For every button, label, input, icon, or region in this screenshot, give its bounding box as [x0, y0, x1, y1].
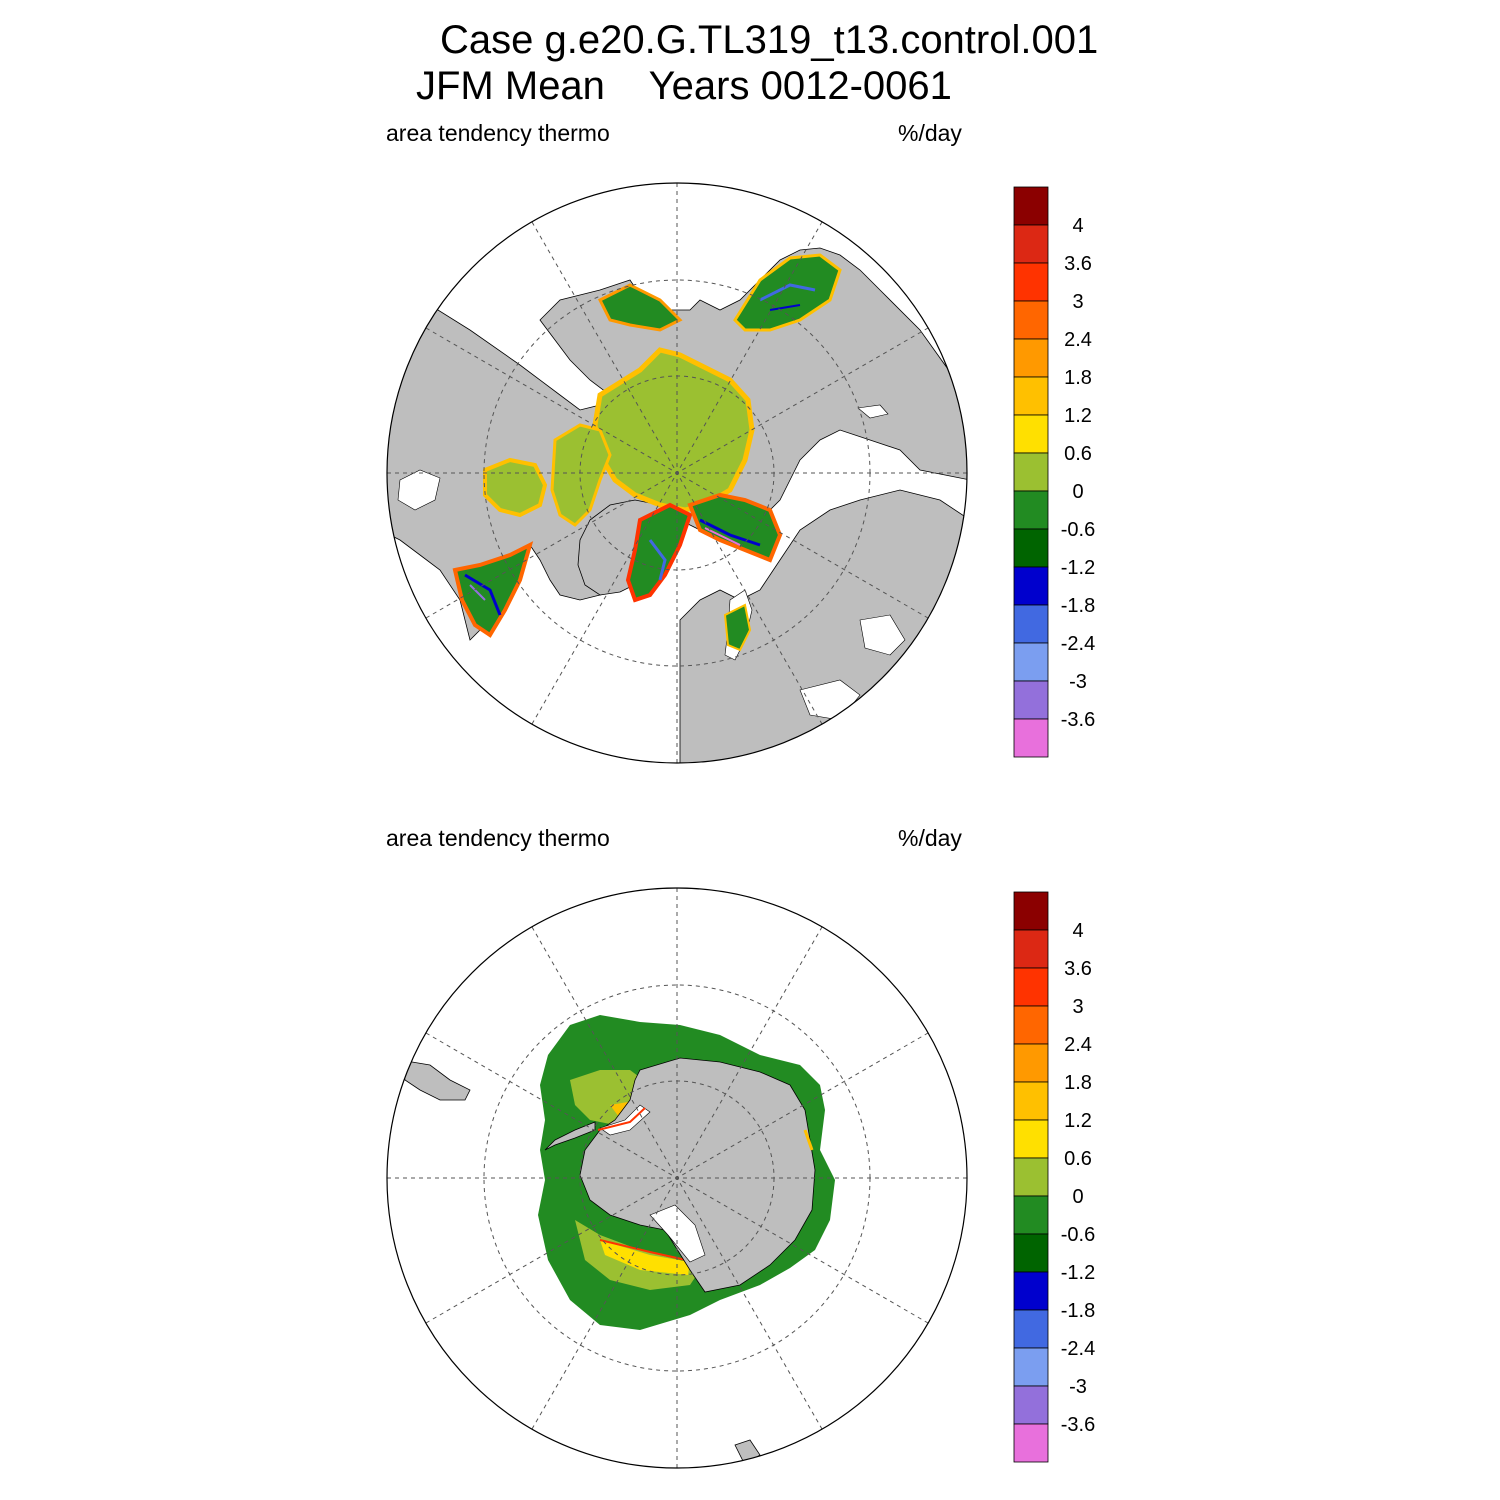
- south-colorbar-box: [1013, 1385, 1049, 1425]
- north-graticule: [387, 183, 967, 763]
- north-colorbar-box: [1013, 414, 1049, 454]
- north-colorbar-box: [1013, 566, 1049, 606]
- south-colorbar-label: -2.4: [1061, 1338, 1095, 1360]
- south-colorbar-box: [1013, 1309, 1049, 1349]
- north-colorbar-box: [1013, 262, 1049, 302]
- south-colorbar-box: [1013, 929, 1049, 969]
- south-colorbar-label: 1.2: [1064, 1110, 1092, 1132]
- south-colorbar-label: 3: [1072, 996, 1083, 1018]
- north-colorbar-label: -3: [1069, 671, 1087, 693]
- south-colorbar-box: [1013, 967, 1049, 1007]
- north-colorbar-label: -1.8: [1061, 595, 1095, 617]
- south-colorbar-label: 1.8: [1064, 1072, 1092, 1094]
- south-colorbar-box: [1013, 1157, 1049, 1197]
- south-colorbar-label: -1.8: [1061, 1300, 1095, 1322]
- north-map-frame: [386, 182, 968, 764]
- north-colorbar-box: [1013, 490, 1049, 530]
- north-ice-hudson: [483, 457, 548, 518]
- north-colorbar-label: -0.6: [1061, 519, 1095, 541]
- south-colorbar-label: -3: [1069, 1376, 1087, 1398]
- north-colorbar-label: -1.2: [1061, 557, 1095, 579]
- south-colorbar-label: 3.6: [1064, 958, 1092, 980]
- north-colorbar-box: [1013, 224, 1049, 264]
- south-land-south-america: [399, 1059, 471, 1101]
- south-units-label: %/day: [898, 825, 962, 851]
- season-label: JFM Mean: [416, 64, 605, 108]
- figure-title-period: JFM Mean Years 0012-0061: [416, 64, 952, 109]
- south-colorbar-box: [1013, 1271, 1049, 1311]
- north-colorbar-box: [1013, 186, 1049, 226]
- south-colorbar-box: [1013, 1233, 1049, 1273]
- north-colorbar: 4 3.6 3 2.4 1.8 1.2 0.6 0 -0.6 -1.2 -1.8 -2.4 -3 -3.6: [1013, 186, 1095, 758]
- south-colorbar-label: 0.6: [1064, 1148, 1092, 1170]
- south-colorbar-label: -1.2: [1061, 1262, 1095, 1284]
- south-colorbar-box: [1013, 891, 1049, 931]
- north-colorbar-label: -3.6: [1061, 709, 1095, 731]
- south-colorbar-label: -0.6: [1061, 1224, 1095, 1246]
- south-colorbar-box: [1013, 1423, 1049, 1463]
- north-units-label: %/day: [898, 120, 962, 146]
- north-colorbar-box: [1013, 338, 1049, 378]
- north-colorbar-label: 3.6: [1064, 253, 1092, 275]
- south-colorbar-label: 4: [1072, 920, 1083, 942]
- north-colorbar-label: -2.4: [1061, 633, 1095, 655]
- north-colorbar-box: [1013, 300, 1049, 340]
- south-colorbar-box: [1013, 1081, 1049, 1121]
- north-ice-archipelago: [550, 423, 612, 527]
- north-ice-okhotsk: [733, 253, 842, 332]
- north-polar-map: [386, 182, 968, 764]
- south-colorbar-box: [1013, 1347, 1049, 1387]
- north-colorbar-box: [1013, 642, 1049, 682]
- north-colorbar-box: [1013, 718, 1049, 758]
- south-colorbar-box: [1013, 1119, 1049, 1159]
- north-colorbar-box: [1013, 680, 1049, 720]
- north-colorbar-label: 2.4: [1064, 329, 1092, 351]
- north-ice-baltic: [723, 603, 752, 652]
- figure-title-case: Case g.e20.G.TL319_t13.control.001: [440, 18, 1099, 62]
- north-ice-labrador: [452, 541, 534, 638]
- north-colorbar-label: 1.2: [1064, 405, 1092, 427]
- north-variable-label: area tendency thermo: [386, 120, 610, 146]
- south-colorbar-box: [1013, 1043, 1049, 1083]
- south-map-frame: [386, 887, 968, 1469]
- south-colorbar-label: 0: [1072, 1186, 1083, 1208]
- north-colorbar-box: [1013, 452, 1049, 492]
- south-colorbar-label: -3.6: [1061, 1414, 1095, 1436]
- south-colorbar-box: [1013, 1195, 1049, 1235]
- north-colorbar-box: [1013, 376, 1049, 416]
- north-colorbar-label: 4: [1072, 215, 1083, 237]
- north-colorbar-label: 0.6: [1064, 443, 1092, 465]
- north-colorbar-label: 3: [1072, 291, 1083, 313]
- south-polar-map: [386, 887, 968, 1469]
- south-colorbar-label: 2.4: [1064, 1034, 1092, 1056]
- years-label: Years 0012-0061: [648, 64, 952, 108]
- south-graticule: [387, 888, 967, 1468]
- south-variable-label: area tendency thermo: [386, 825, 610, 851]
- south-colorbar: 4 3.6 3 2.4 1.8 1.2 0.6 0 -0.6 -1.2 -1.8 -2.4 -3 -3.6: [1013, 891, 1095, 1463]
- north-ice-bering: [597, 283, 683, 332]
- north-colorbar-label: 0: [1072, 481, 1083, 503]
- south-colorbar-box: [1013, 1005, 1049, 1045]
- north-colorbar-box: [1013, 528, 1049, 568]
- north-colorbar-box: [1013, 604, 1049, 644]
- north-colorbar-label: 1.8: [1064, 367, 1092, 389]
